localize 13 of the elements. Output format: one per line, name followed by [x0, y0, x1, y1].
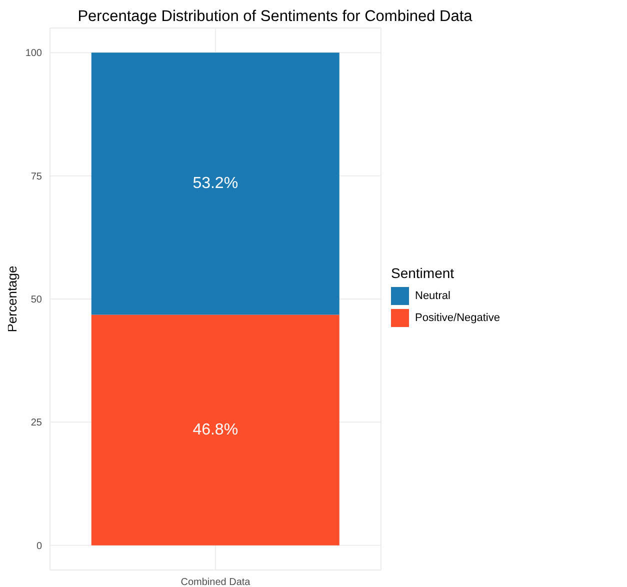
legend-label: Positive/Negative: [415, 312, 500, 324]
data-label: 46.8%: [192, 422, 238, 439]
y-tick-label: 100: [25, 48, 42, 60]
y-tick-label: 0: [36, 540, 42, 552]
y-tick-label: 25: [30, 418, 42, 429]
chart-title: Percentage Distribution of Sentiments for Combined Data: [76, 8, 474, 26]
legend-title: Sentiment: [391, 264, 456, 280]
y-axis-title: Percentage: [4, 266, 20, 332]
data-label: 53.2%: [192, 175, 238, 192]
y-tick-label: 75: [30, 171, 42, 182]
legend-label: Neutral: [415, 290, 450, 302]
x-tick-label: Combined Data: [180, 577, 251, 587]
y-tick-label: 50: [30, 294, 42, 306]
